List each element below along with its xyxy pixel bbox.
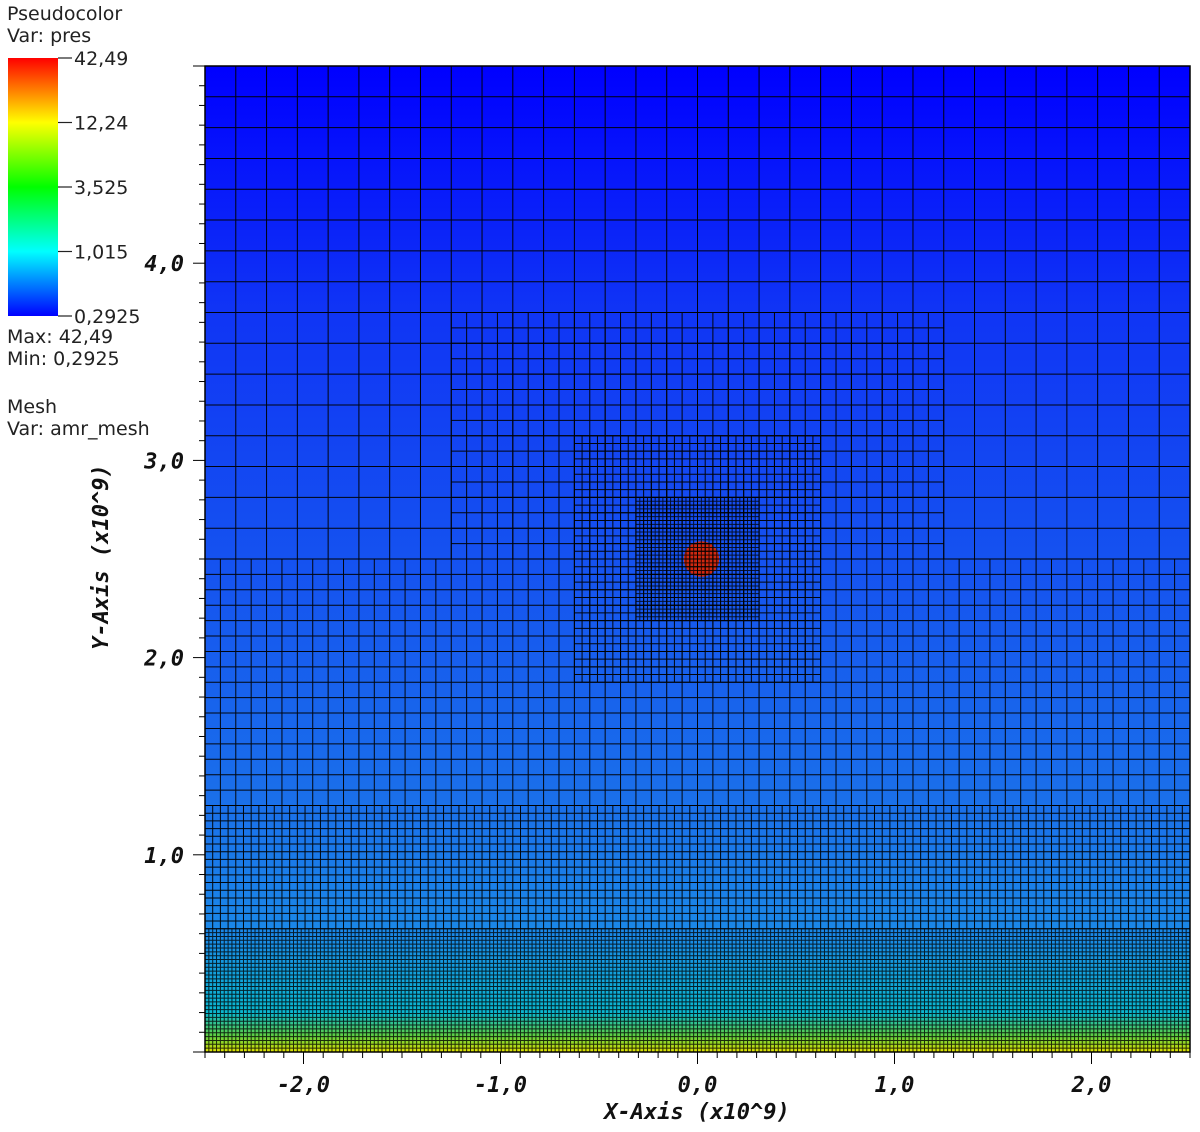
y-tick-label: 1,0 xyxy=(144,844,184,869)
y-axis-ticks xyxy=(193,65,205,1053)
mesh-patch xyxy=(205,928,1190,1052)
x-tick-label: 1,0 xyxy=(875,1073,915,1098)
legend-min-label: Min: 0,2925 xyxy=(7,348,120,370)
colorbar-tick-label: 3,525 xyxy=(74,177,128,199)
x-tick-label: 0,0 xyxy=(678,1073,718,1098)
colorbar-tick-label: 1,015 xyxy=(74,242,128,264)
legend-mesh-type: Mesh xyxy=(7,396,57,418)
y-tick-label: 3,0 xyxy=(143,449,184,474)
colorbar-tick-label: 0,2925 xyxy=(74,306,140,328)
colorbar-ticks: 42,49 12,24 3,525 1,015 0,2925 xyxy=(58,48,140,328)
mesh-patch xyxy=(635,496,760,622)
x-axis-tick-labels: -2,0 -1,0 0,0 1,0 2,0 xyxy=(277,1073,1111,1098)
x-tick-label: -2,0 xyxy=(277,1073,330,1098)
colorbar-tick-label: 42,49 xyxy=(74,48,128,70)
legend-mesh-var-label: Var: amr_mesh xyxy=(7,418,150,440)
x-tick-label: 2,0 xyxy=(1071,1073,1112,1098)
x-tick-label: -1,0 xyxy=(474,1073,527,1098)
y-tick-label: 4,0 xyxy=(144,252,184,277)
colorbar-tick-label: 12,24 xyxy=(74,113,128,135)
plot-area xyxy=(204,65,1191,1053)
legend-max-label: Max: 42,49 xyxy=(7,326,113,348)
x-axis-ticks xyxy=(204,1052,1191,1064)
y-axis-tick-labels: 1,0 2,0 3,0 4,0 xyxy=(143,252,184,869)
legend-plot-type: Pseudocolor xyxy=(7,3,122,25)
legend: Pseudocolor Var: pres 42,49 12,24 3,525 1,0… xyxy=(7,3,150,440)
x-axis-title: X-Axis (x10^9) xyxy=(602,1100,789,1125)
colorbar xyxy=(8,58,58,316)
y-tick-label: 2,0 xyxy=(143,647,184,672)
legend-var-label: Var: pres xyxy=(7,25,91,47)
y-axis-title: Y-Axis (x10^9) xyxy=(89,464,114,649)
amr-mesh xyxy=(205,66,1190,1052)
